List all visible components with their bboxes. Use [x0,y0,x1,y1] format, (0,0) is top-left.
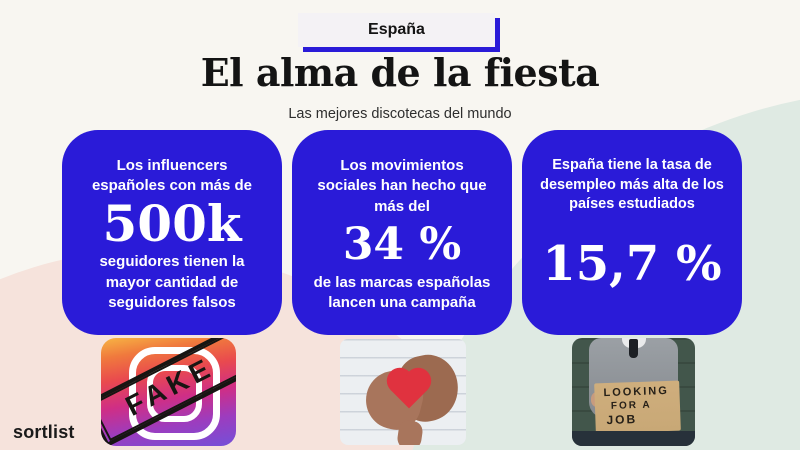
instagram-lens-icon [147,365,202,422]
wrist-shape [396,419,424,445]
instagram-fake-image: FAKE [101,338,236,446]
sortlist-logo: sortlist [13,422,75,442]
stat-cards: Los influencers españoles con más de 500… [62,130,742,335]
cardboard-sign: LOOKING FOR A JOB [594,380,681,434]
tie-shape [629,339,638,358]
stat-card-social-movements: Los movimientos sociales han hecho que m… [292,130,512,335]
pants-shape [572,431,695,446]
stat-card-unemployment: España tiene la tasa de desempleo más al… [522,130,742,335]
page-title: El alma de la fiesta [200,50,600,95]
stat-card-bottom-text: seguidores tienen la mayor cantidad de s… [99,253,245,311]
country-badge-label: España [368,21,425,38]
sign-text-line: JOB [606,412,638,428]
sign-text-line: LOOKING [603,384,670,400]
stat-card-top-text: Los movimientos sociales han hecho que m… [317,157,487,215]
stat-card-top-text: España tiene la tasa de desempleo más al… [540,157,724,213]
job-seeker-image: LOOKING FOR A JOB [572,338,695,446]
page-subtitle: Las mejores discotecas del mundo [288,106,512,122]
hands-heart-image [340,339,466,445]
country-badge: España [298,13,495,47]
stat-value: 500k [102,194,242,254]
stat-card-influencers: Los influencers españoles con más de 500… [62,130,282,335]
stat-card-bottom-text: de las marcas españolas lancen una campa… [313,273,491,311]
instagram-icon [129,347,220,440]
stat-value: 34 % [342,218,462,270]
stat-card-top-text: Los influencers españoles con más de [91,157,253,195]
stat-value: 15,7 % [542,235,722,292]
